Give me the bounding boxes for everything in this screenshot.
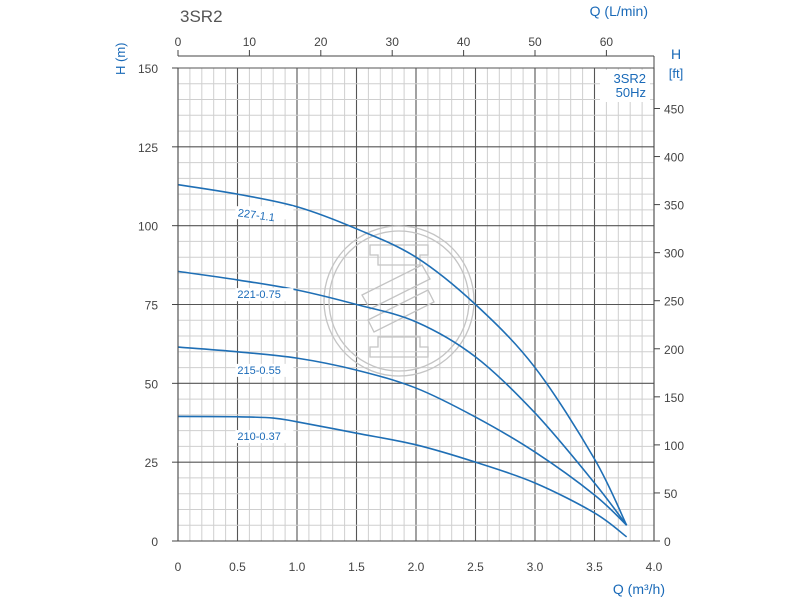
y2-tick-label: 0	[664, 535, 671, 549]
model-box	[600, 70, 650, 102]
x2-tick-label: 0	[175, 35, 182, 49]
y2-tick-label: 300	[664, 247, 684, 261]
curve-label: 210-0.37	[237, 431, 280, 443]
x-tick-label: 1.0	[289, 560, 306, 574]
y2-tick-label: 350	[664, 199, 684, 213]
curve-label-bg	[235, 363, 294, 377]
x-tick-label: 2.0	[408, 560, 425, 574]
x-tick-label: 2.5	[467, 560, 484, 574]
x-tick-label: 3.5	[586, 560, 603, 574]
x-tick-label: 3.0	[527, 560, 544, 574]
y-tick-label: 125	[138, 141, 158, 155]
y2-axis-label-unit: [ft]	[669, 66, 683, 81]
y2-tick-label: 150	[664, 391, 684, 405]
y2-tick-label: 50	[664, 487, 678, 501]
performance-curve-227-1.1	[177, 183, 628, 526]
y2-tick-label: 450	[664, 102, 684, 116]
y-tick-label: 0	[151, 535, 158, 549]
y2-tick-label: 250	[664, 295, 684, 309]
curve-label: 215-0.55	[237, 365, 280, 377]
grid	[177, 67, 655, 542]
chart-title: 3SR2	[180, 7, 223, 26]
y-axis-label: H (m)	[113, 43, 128, 76]
y-tick-label: 25	[145, 456, 159, 470]
y2-tick-label: 200	[664, 343, 684, 357]
x2-tick-label: 30	[386, 35, 400, 49]
x-tick-label: 1.5	[348, 560, 365, 574]
performance-curve-215-0.55	[177, 346, 628, 526]
x-tick-label: 0.5	[229, 560, 246, 574]
y2-tick-label: 400	[664, 151, 684, 165]
x2-tick-label: 20	[314, 35, 328, 49]
x-tick-label: 0	[175, 560, 182, 574]
y-tick-label: 50	[145, 377, 159, 391]
curve-label: 221-0.75	[237, 289, 280, 301]
x-axis-label: Q (m³/h)	[613, 581, 665, 597]
x-tick-label: 4.0	[646, 560, 663, 574]
watermark-logo	[323, 225, 475, 377]
y-tick-label: 100	[138, 220, 158, 234]
curve-label: 227-1.1	[237, 207, 276, 224]
x2-tick-label: 40	[457, 35, 471, 49]
frequency-label: 50Hz	[616, 85, 646, 100]
x2-tick-label: 10	[243, 35, 257, 49]
x2-tick-label: 50	[528, 35, 542, 49]
model-label: 3SR2	[613, 71, 646, 86]
performance-curve-210-0.37	[177, 415, 628, 538]
curve-label-bg	[235, 288, 294, 302]
y2-tick-label: 100	[664, 439, 684, 453]
axes: 0 0.5 1.0 1.5 2.0 2.5 3.0 3.5 4.0025507510012515…	[138, 35, 684, 574]
y-tick-label: 75	[145, 299, 159, 313]
performance-curve-221-0.75	[177, 270, 628, 526]
curve-label-bg	[235, 430, 294, 444]
x2-tick-label: 60	[600, 35, 614, 49]
curve-label-bg	[235, 206, 294, 220]
y2-axis-label-h: H	[671, 46, 681, 62]
x2-axis-label: Q (L/min)	[590, 3, 648, 19]
curves: 227-1.1 221-0.75 215-0.55 210-0.37	[177, 183, 628, 538]
y-tick-label: 150	[138, 62, 158, 76]
